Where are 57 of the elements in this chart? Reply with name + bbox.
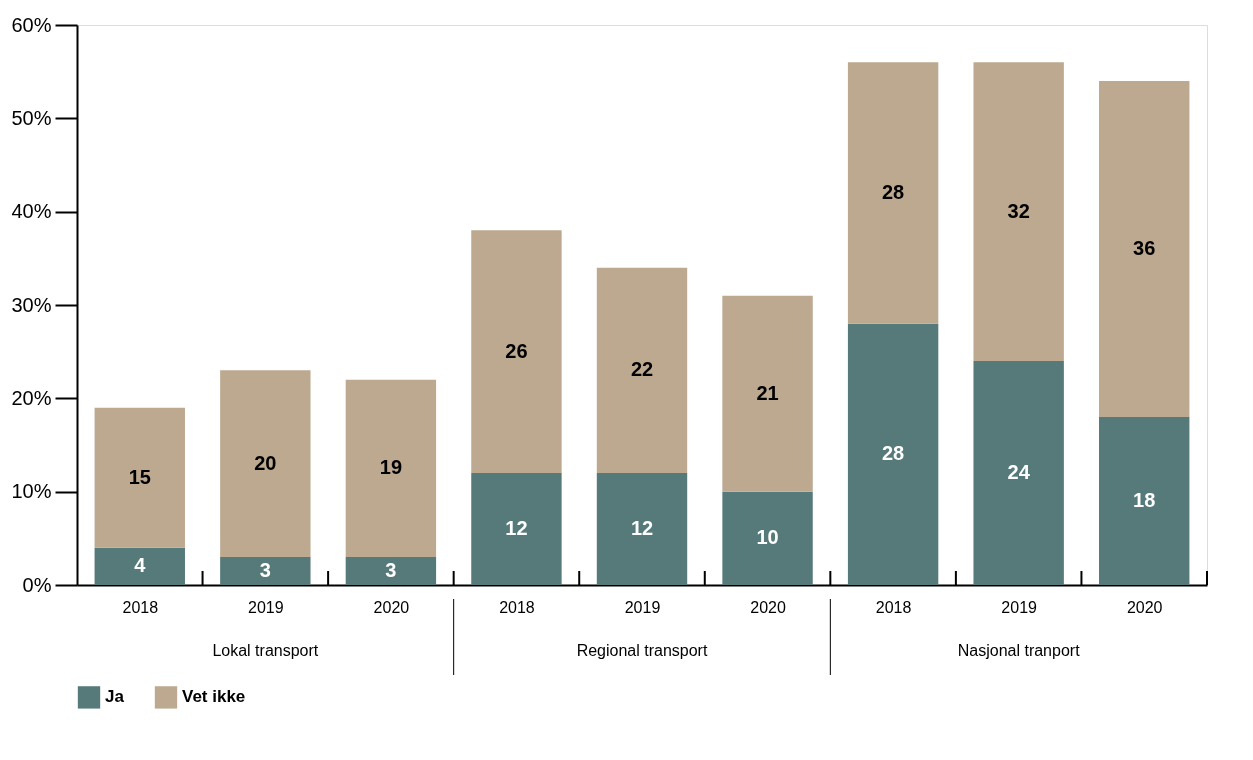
y-tick-label: 20% bbox=[11, 386, 52, 409]
data-label: 36 bbox=[1133, 237, 1156, 259]
bar bbox=[471, 230, 562, 473]
text: Regional transport bbox=[576, 642, 708, 659]
y-tick-label: 0% bbox=[22, 573, 52, 596]
bar bbox=[722, 491, 813, 585]
data-label: 21 bbox=[756, 381, 779, 404]
legend-label: Vet ikke bbox=[182, 687, 246, 707]
bar bbox=[973, 361, 1064, 585]
data-label: 22 bbox=[630, 358, 654, 381]
bar bbox=[220, 370, 311, 557]
data-label: 28 bbox=[881, 442, 905, 465]
x-tick-label: 2018 bbox=[122, 598, 159, 616]
data-label: 10 bbox=[756, 526, 779, 549]
bar bbox=[722, 295, 813, 492]
x-tick-label: 2020 bbox=[373, 598, 410, 616]
data-label: 19 bbox=[379, 456, 403, 479]
data-label: 32 bbox=[1007, 199, 1030, 222]
bar bbox=[471, 473, 562, 585]
bar bbox=[973, 62, 1064, 361]
bar bbox=[220, 557, 311, 585]
y-tick-label: 30% bbox=[11, 293, 52, 316]
x-tick-label: 2018 bbox=[499, 598, 535, 616]
y-tick-label: 50% bbox=[11, 106, 52, 129]
x-tick-label: 2020 bbox=[750, 598, 786, 616]
bar bbox=[94, 547, 185, 585]
data-label: 4 bbox=[134, 554, 147, 577]
text: Nasjonal tranport bbox=[957, 642, 1081, 659]
data-label: 18 bbox=[1133, 489, 1156, 511]
x-tick-label: 2018 bbox=[875, 598, 912, 616]
x-tick-label: 2019 bbox=[624, 598, 661, 616]
y-tick-label: 60% bbox=[11, 13, 52, 36]
x-tick-label: 2019 bbox=[248, 598, 284, 616]
bar bbox=[596, 473, 688, 585]
y-tick-label: 40% bbox=[11, 200, 52, 223]
data-label: 3 bbox=[259, 559, 271, 581]
data-label: 20 bbox=[254, 451, 277, 474]
bar bbox=[345, 557, 437, 585]
bar bbox=[345, 379, 437, 557]
bar bbox=[847, 62, 939, 324]
data-label: 26 bbox=[505, 339, 528, 362]
bar bbox=[847, 323, 939, 585]
bar bbox=[94, 407, 185, 548]
data-label: 24 bbox=[1007, 461, 1031, 483]
data-label: 12 bbox=[630, 517, 654, 539]
data-label: 12 bbox=[505, 517, 528, 539]
bar bbox=[1099, 81, 1190, 417]
legend-label: Ja bbox=[105, 687, 125, 707]
text: Lokal transport bbox=[212, 642, 319, 659]
bar bbox=[1099, 417, 1190, 585]
bar bbox=[596, 267, 688, 473]
x-tick-label: 2019 bbox=[1001, 598, 1038, 616]
data-label: 28 bbox=[881, 181, 905, 203]
data-label: 15 bbox=[128, 465, 151, 488]
x-tick-label: 2020 bbox=[1126, 598, 1163, 616]
data-label: 3 bbox=[385, 559, 397, 581]
y-tick-label: 10% bbox=[11, 480, 52, 503]
